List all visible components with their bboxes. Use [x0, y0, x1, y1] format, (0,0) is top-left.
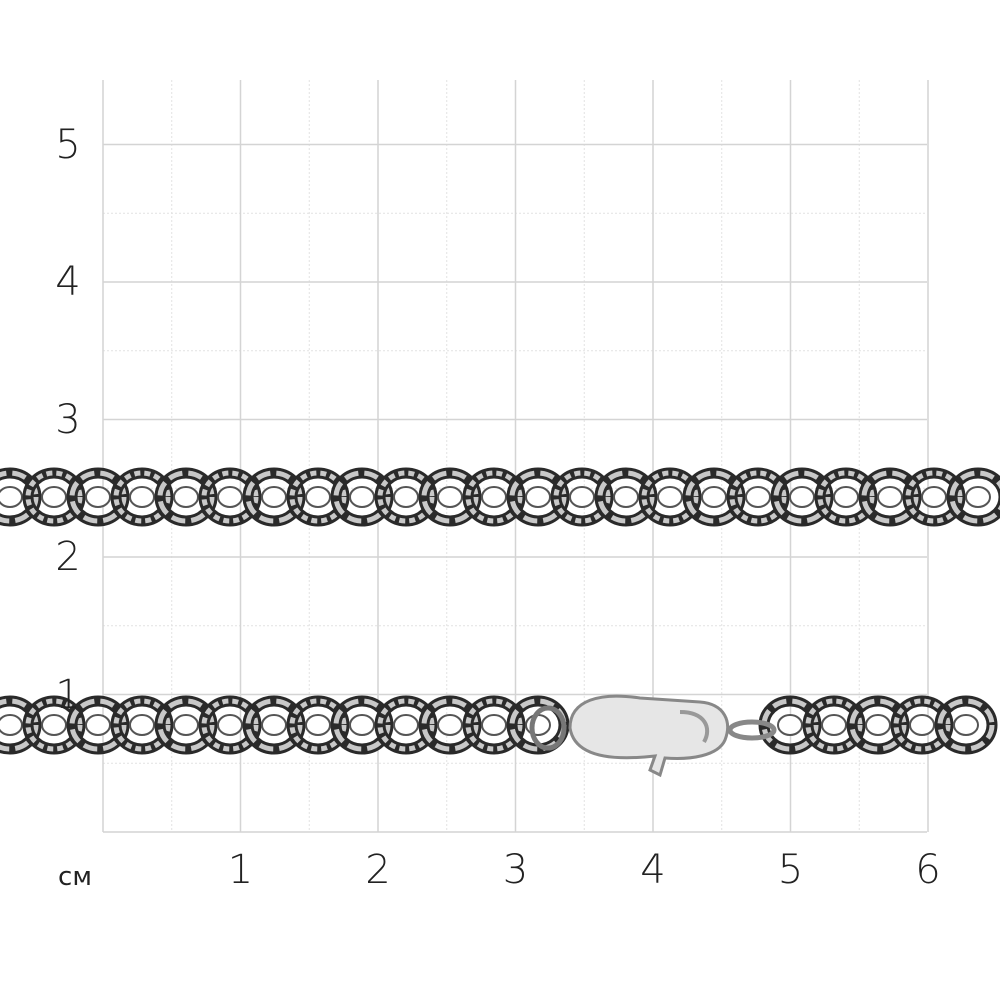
chain-link [946, 467, 1000, 527]
x-tick-label: 3 [502, 847, 529, 893]
unit-label: см [58, 862, 92, 892]
chain-link [858, 467, 922, 527]
chain-link [242, 467, 306, 527]
chain-link [550, 467, 614, 527]
lobster-clasp [568, 694, 730, 778]
chain-link [66, 695, 130, 755]
chain-link [814, 467, 878, 527]
chain-link [418, 695, 482, 755]
chain-link [846, 695, 910, 755]
chain-link [22, 467, 86, 527]
chain-link [110, 467, 174, 527]
chain-link [374, 695, 438, 755]
y-tick-label: 5 [55, 121, 81, 168]
chain-link [0, 695, 42, 755]
x-tick-label: 2 [365, 847, 391, 893]
chain-link [154, 695, 218, 755]
y-tick-label: 2 [55, 534, 81, 580]
chain-link [890, 695, 954, 755]
chain-link [902, 467, 966, 527]
chain-link [802, 695, 866, 755]
x-tick-label: 5 [777, 847, 804, 893]
y-tick-label: 1 [55, 671, 81, 718]
chain-link [462, 467, 526, 527]
chain-link [594, 467, 658, 527]
chain-link [286, 467, 350, 527]
chain-link [418, 467, 482, 527]
chain-link [66, 467, 130, 527]
chain-link [286, 695, 350, 755]
chain-link [198, 467, 262, 527]
chain-link [770, 467, 834, 527]
jump-ring [727, 719, 777, 741]
chain-link [154, 467, 218, 527]
y-tick-label: 3 [55, 396, 81, 443]
chain-link [682, 467, 746, 527]
chain-link [198, 695, 262, 755]
chain-link [934, 695, 998, 755]
chain-link [330, 695, 394, 755]
chain-link [726, 467, 790, 527]
chain-link [462, 695, 526, 755]
chain-link [110, 695, 174, 755]
chain-link [22, 695, 86, 755]
chain-link [242, 695, 306, 755]
chain-link [374, 467, 438, 527]
chain-link [638, 467, 702, 527]
x-tick-label: 4 [640, 847, 666, 893]
x-tick-label: 6 [915, 847, 941, 893]
jump-ring [529, 705, 567, 751]
x-tick-label: 1 [227, 847, 254, 893]
chain-link [0, 467, 42, 527]
chain-link [330, 467, 394, 527]
chain-link [506, 467, 570, 527]
y-tick-label: 4 [55, 259, 81, 305]
